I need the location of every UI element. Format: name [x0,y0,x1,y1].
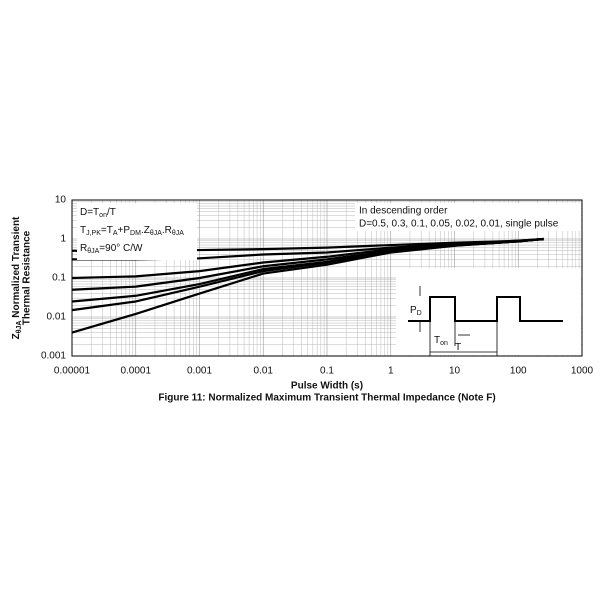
annotation: In descending order [359,206,448,217]
annotation: D=Ton/T [80,207,116,219]
x-tick-label: 0.001 [187,366,212,377]
annotation-box [355,203,581,231]
series-line [71,237,544,334]
x-tick-label: 0.01 [254,366,274,377]
inset-label: Ton [434,335,448,347]
y-tick-label: 1 [60,234,66,245]
x-tick-label: 1000 [571,366,594,377]
y-axis-label: ZθJA Normalized Transient [11,216,23,339]
y-axis-label: Thermal Resistance [22,230,33,325]
inset-label: PD [410,305,422,317]
x-tick-label: 10 [449,366,461,377]
inset-box [396,268,581,355]
chart-title: Figure 11: Normalized Maximum Transient … [158,393,495,404]
x-tick-label: 100 [510,366,527,377]
inset-diagram [408,286,563,356]
plot-frame [71,199,583,357]
annotation: TJ,PK=TA+PDM.ZθJA.RθJA [80,225,184,237]
lines [71,237,544,334]
y-tick-label: 0.1 [52,273,66,284]
y-tick-label: 0.001 [41,351,66,362]
y-tick-label: 0.01 [47,312,67,323]
x-tick-label: 0.00001 [54,366,91,377]
x-tick-label: 1 [388,366,394,377]
y-tick-label: 10 [55,195,67,206]
annotation: D=0.5, 0.3, 0.1, 0.05, 0.02, 0.01, singl… [359,219,559,230]
annotation: RθJA=90° C/W [80,243,143,255]
x-axis-label: Pulse Width (s) [291,381,363,392]
x-tick-label: 0.0001 [120,366,151,377]
annotation-box [77,203,197,260]
x-tick-label: 0.1 [320,366,334,377]
inset-label: T [455,342,461,353]
